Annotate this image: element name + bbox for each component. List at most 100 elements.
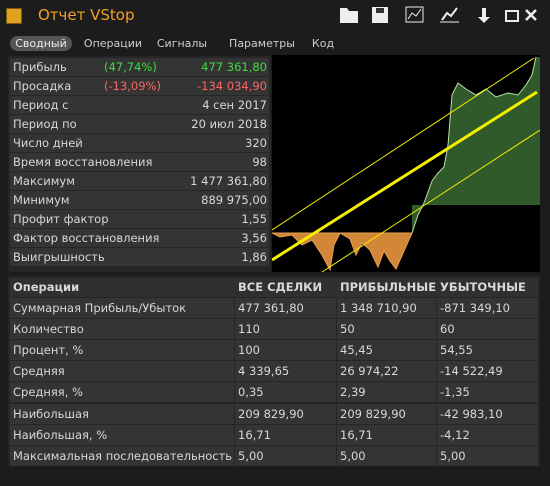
cell-value: 5,00 [238,448,264,463]
summary-label: Время восстановления [13,155,153,169]
cell-value: 45,45 [340,343,373,358]
table-cell: 209 829,90 [337,403,436,424]
table-cell: 2,39 [337,382,436,403]
cell-value: 1 348 710,90 [340,301,417,315]
header-cell: УБЫТОЧНЫЕ [440,280,526,294]
summary-value: -134 034,90 [197,79,267,93]
summary-row: Период по 20 июл 2018 [10,115,269,133]
export-icon[interactable] [478,8,490,23]
summary-row: Число дней 320 [10,134,269,152]
summary-value: 20 июл 2018 [191,117,267,131]
table-cell: 5,00 [235,445,336,466]
cell-value: 100 [238,343,260,358]
header-cell: ВСЕ СДЕЛКИ [238,280,323,294]
summary-row: Максимум 1 477 361,80 [10,172,269,190]
row-label: Максимальная последовательность [13,448,233,463]
summary-row: Профит фактор 1,55 [10,210,269,228]
summary-value: 1 477 361,80 [190,174,267,188]
summary-row: Период с 4 сен 2017 [10,96,269,114]
cell-value: -1,35 [440,385,470,400]
tab[interactable]: Операции [83,37,143,50]
table-cell: Наибольшая, % [10,424,234,445]
table-cell: 26 974,22 [337,361,436,382]
table-cell: 1 348 710,90 [337,298,436,318]
summary-value: 98 [252,155,267,169]
summary-label: Профит фактор [13,212,109,226]
tab[interactable]: Сводный [10,36,72,51]
header-cell: ПРИБЫЛЬНЫЕ [340,280,437,294]
table-cell: 209 829,90 [235,403,336,424]
row-label: Количество [13,322,84,337]
table-header: Операции ВСЕ СДЕЛКИ ПРИБЫЛЬНЫЕ УБЫТОЧНЫЕ [10,278,538,297]
summary-value: 320 [245,136,267,150]
summary-label: Период по [13,117,77,131]
cell-value: 477 361,80 [238,301,304,315]
tab[interactable]: Сигналы [156,37,208,50]
summary-value: 1,86 [241,250,267,264]
summary-label: Период с [13,98,69,112]
cell-value: -4,12 [440,427,470,442]
summary-note: (-13,09%) [104,79,161,93]
summary-row: Время восстановления 98 [10,153,269,171]
summary-row: Минимум 889 975,00 [10,191,269,209]
window-title: Отчет VStop [38,6,135,24]
close-icon[interactable] [525,9,537,21]
row-label: Средняя, % [13,385,83,400]
cell-value: 5,00 [340,448,366,463]
cell-value: 50 [340,322,355,337]
table-cell: 16,71 [235,424,336,445]
cell-value: -42 983,10 [440,406,503,421]
row-label: Процент, % [13,343,84,358]
equity-chart [272,55,540,272]
equity-icon[interactable] [441,7,458,21]
table-cell: Количество [10,319,234,340]
summary-label: Прибыль [13,60,67,74]
table-cell: -14 522,49 [437,361,538,382]
summary-value: 477 361,80 [201,60,267,74]
table-cell: 54,55 [437,340,538,361]
app-icon [6,8,22,24]
summary-row: Прибыль (47,74%) 477 361,80 [10,58,269,76]
chart-icon[interactable] [405,6,424,23]
table-cell: Процент, % [10,340,234,361]
cell-value: 2,39 [340,385,366,400]
summary-value: 889 975,00 [201,193,267,207]
table-cell: 45,45 [337,340,436,361]
cell-value: 54,55 [440,343,473,358]
minimize-icon[interactable] [505,10,519,22]
summary-value: 4 сен 2017 [202,98,267,112]
row-label: Суммарная Прибыль/Убыток [13,301,187,315]
cell-value: 5,00 [440,448,466,463]
table-cell: 5,00 [337,445,436,466]
table-cell: 60 [437,319,538,340]
summary-label: Выигрышность [13,250,105,264]
cell-value: 110 [238,322,260,337]
cell-value: -871 349,10 [440,301,510,315]
row-label: Наибольшая [13,406,89,421]
table-cell: 16,71 [337,424,436,445]
summary-label: Число дней [13,136,83,150]
summary-row: Фактор восстановления 3,56 [10,229,269,247]
summary-label: Минимум [13,193,70,207]
cell-value: 0,35 [238,385,264,400]
cell-value: 16,71 [238,427,271,442]
table-cell: 4 339,65 [235,361,336,382]
table-cell: 0,35 [235,382,336,403]
row-label: Средняя [13,364,65,379]
tab[interactable]: Параметры [229,37,295,50]
summary-note: (47,74%) [104,60,157,74]
summary-value: 1,55 [241,212,267,226]
table-cell: Суммарная Прибыль/Убыток [10,298,234,318]
tab[interactable]: Код [311,37,335,50]
table-cell: -42 983,10 [437,403,538,424]
table-cell: -1,35 [437,382,538,403]
table-cell: 50 [337,319,436,340]
summary-row: Просадка (-13,09%) -134 034,90 [10,77,269,95]
table-cell: -871 349,10 [437,298,538,318]
open-icon[interactable] [340,8,358,23]
cell-value: 4 339,65 [238,364,290,379]
cell-value: 26 974,22 [340,364,399,379]
table-cell: 477 361,80 [235,298,336,318]
table-cell: Средняя, % [10,382,234,403]
